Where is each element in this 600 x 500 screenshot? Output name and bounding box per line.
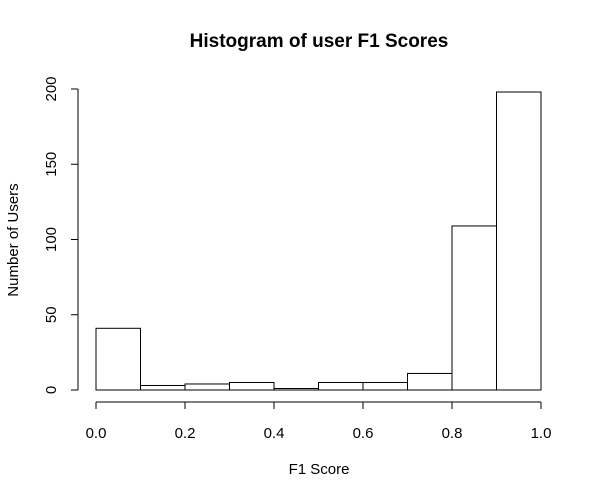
y-tick-label: 100 bbox=[43, 227, 60, 252]
x-tick-label: 0.6 bbox=[353, 425, 374, 442]
x-tick-label: 0.0 bbox=[86, 425, 107, 442]
histogram-bar-2 bbox=[184, 383, 230, 391]
y-tick-label: 200 bbox=[43, 76, 60, 101]
histogram-bar-0 bbox=[95, 327, 141, 391]
y-tick-label: 0 bbox=[43, 386, 60, 394]
x-tick-label: 0.4 bbox=[264, 425, 285, 442]
x-tick-label: 1.0 bbox=[531, 425, 552, 442]
histogram-bar-8 bbox=[451, 225, 497, 391]
x-tick-label: 0.2 bbox=[175, 425, 196, 442]
y-axis: 0 50 100 150 200 bbox=[43, 76, 79, 394]
histogram-bar-3 bbox=[229, 381, 275, 391]
y-tick-label: 50 bbox=[43, 306, 60, 323]
histogram-bar-4 bbox=[273, 387, 319, 391]
chart-title: Histogram of user F1 Scores bbox=[190, 31, 449, 52]
x-axis: 0.0 0.2 0.4 0.6 0.8 1.0 bbox=[86, 401, 552, 442]
x-axis-label: F1 Score bbox=[289, 461, 350, 478]
y-tick-label: 150 bbox=[43, 152, 60, 177]
histogram-bar-6 bbox=[362, 381, 408, 391]
histogram-bar-5 bbox=[318, 381, 364, 391]
histogram-bar-9 bbox=[496, 91, 542, 391]
y-axis-label: Number of Users bbox=[5, 183, 22, 296]
histogram-bar-1 bbox=[140, 384, 186, 391]
histogram-bar-7 bbox=[407, 372, 453, 391]
bars-layer bbox=[95, 91, 542, 391]
x-tick-label: 0.8 bbox=[442, 425, 463, 442]
